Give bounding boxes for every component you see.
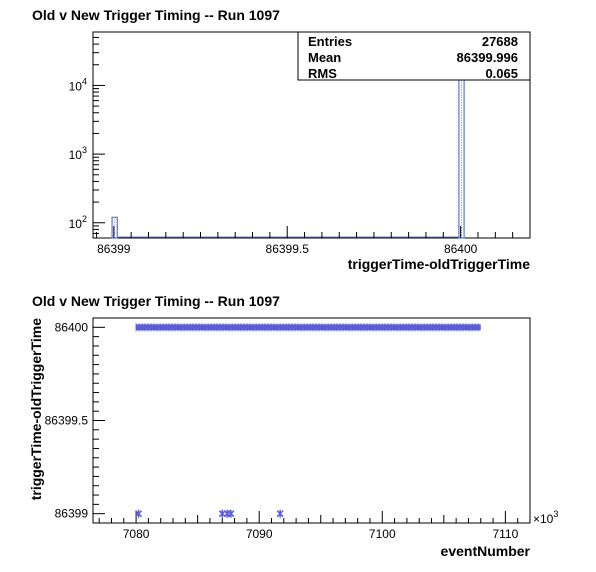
scatter-frame	[92, 317, 531, 524]
y-tick-label: 86400	[55, 320, 89, 334]
stats-label: RMS	[308, 66, 337, 81]
y-tick-label: 104	[69, 76, 87, 93]
y-tick-base: 10	[69, 148, 83, 162]
y-tick-base: 10	[69, 79, 83, 93]
stats-value: 27688	[482, 34, 518, 49]
y-tick-label: 86399.5	[45, 414, 89, 428]
y-tick-exponent: 4	[82, 76, 87, 86]
y-tick-label: 86399	[55, 507, 89, 521]
scatter-point-band	[136, 324, 481, 331]
scatter-point	[135, 509, 143, 518]
scatter-chart: 7080 7090 7100 7110 86399 86399.5 86400 ×103 eve…	[28, 317, 558, 559]
y-tick-exponent: 2	[82, 214, 87, 224]
x-multiplier-base: ×10	[533, 512, 554, 526]
histogram-title: Old v New Trigger Timing -- Run 1097	[32, 7, 280, 23]
y-axis-title: triggerTime-oldTriggerTime	[28, 318, 44, 501]
stats-value: 0.065	[485, 66, 518, 81]
scatter-title: Old v New Trigger Timing -- Run 1097	[32, 293, 280, 309]
histogram-chart: 86399 86399.5 86400102103104triggerTime-ol…	[69, 31, 531, 272]
stats-label: Entries	[308, 34, 352, 49]
x-multiplier-exponent: 3	[553, 509, 558, 519]
y-tick-label: 102	[69, 214, 87, 231]
x-axis-title: triggerTime-oldTriggerTime	[348, 256, 531, 272]
x-tick-label: 7080	[123, 527, 150, 541]
x-axis-title: eventNumber	[441, 543, 531, 559]
x-tick-label: 7100	[369, 527, 396, 541]
y-tick-label: 103	[69, 145, 87, 162]
stats-box: Entries 27688 Mean 86399.996 RMS 0.065	[297, 31, 531, 81]
stats-label: Mean	[308, 50, 341, 65]
y-tick-exponent: 3	[82, 145, 87, 155]
x-axis-multiplier: ×103	[533, 509, 558, 526]
stats-value: 86399.996	[457, 50, 518, 65]
scatter-point	[227, 509, 235, 518]
scatter-point	[276, 509, 284, 518]
stats-box-frame	[297, 31, 531, 81]
histogram-bar	[111, 216, 118, 239]
x-tick-label: 7090	[246, 527, 273, 541]
y-tick-base: 10	[69, 217, 83, 231]
x-tick-label: 86399.5	[266, 242, 310, 256]
x-tick-label: 7110	[492, 527, 518, 541]
x-tick-label: 86399	[97, 242, 131, 256]
x-tick-label: 86400	[444, 242, 478, 256]
scatter-point	[223, 509, 231, 518]
